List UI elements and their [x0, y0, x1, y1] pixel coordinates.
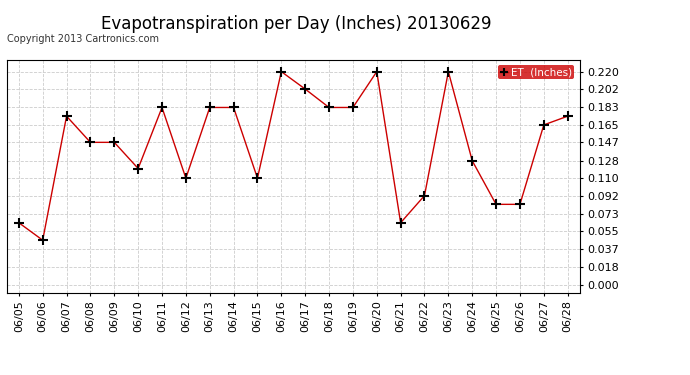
- ET  (Inches): [373, 69, 381, 74]
- ET  (Inches): [468, 159, 476, 163]
- ET  (Inches): [253, 176, 262, 180]
- ET  (Inches): [134, 166, 142, 171]
- ET  (Inches): [348, 105, 357, 110]
- ET  (Inches): [516, 202, 524, 207]
- ET  (Inches): [397, 220, 405, 225]
- ET  (Inches): [277, 69, 286, 74]
- ET  (Inches): [14, 220, 23, 225]
- ET  (Inches): [444, 69, 453, 74]
- Legend: ET  (Inches): ET (Inches): [497, 65, 574, 80]
- ET  (Inches): [62, 114, 70, 118]
- Text: Copyright 2013 Cartronics.com: Copyright 2013 Cartronics.com: [7, 34, 159, 44]
- ET  (Inches): [301, 87, 309, 92]
- ET  (Inches): [230, 105, 238, 110]
- ET  (Inches): [540, 123, 548, 127]
- ET  (Inches): [158, 105, 166, 110]
- ET  (Inches): [325, 105, 333, 110]
- ET  (Inches): [206, 105, 214, 110]
- ET  (Inches): [492, 202, 500, 207]
- ET  (Inches): [86, 140, 95, 145]
- ET  (Inches): [420, 194, 428, 198]
- Text: Evapotranspiration per Day (Inches) 20130629: Evapotranspiration per Day (Inches) 2013…: [101, 15, 492, 33]
- ET  (Inches): [564, 114, 572, 118]
- Line: ET  (Inches): ET (Inches): [14, 67, 573, 245]
- ET  (Inches): [181, 176, 190, 180]
- ET  (Inches): [110, 140, 119, 145]
- ET  (Inches): [39, 238, 47, 243]
